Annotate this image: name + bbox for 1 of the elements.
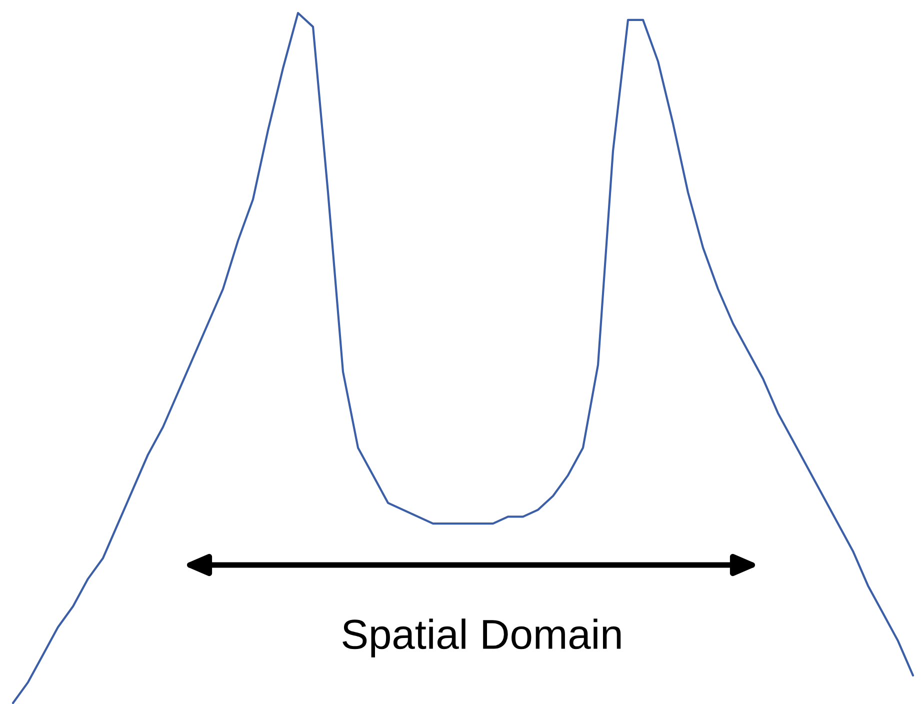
annotation: Spatial Domain — [342, 618, 621, 658]
